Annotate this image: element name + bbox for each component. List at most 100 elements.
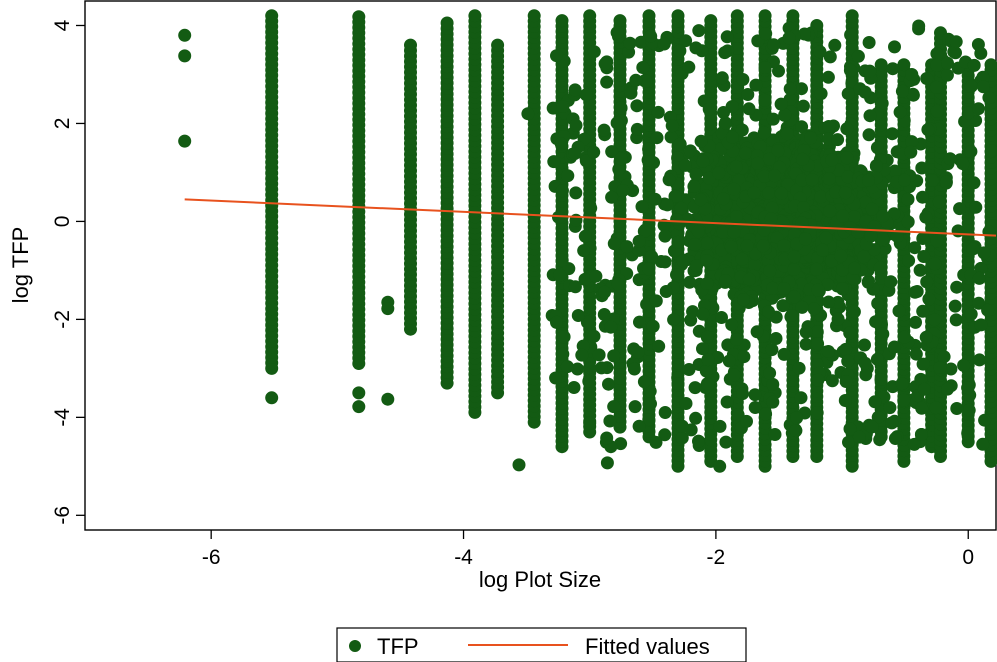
data-point	[838, 186, 852, 200]
data-point	[814, 87, 828, 101]
data-point	[816, 243, 829, 257]
data-point	[920, 275, 934, 289]
data-point	[740, 414, 753, 428]
data-point	[642, 413, 656, 426]
data-point	[578, 229, 592, 243]
data-point	[555, 253, 569, 267]
data-point	[587, 329, 601, 343]
data-point	[549, 371, 563, 385]
data-point	[468, 9, 482, 23]
data-point	[491, 38, 505, 52]
data-point	[805, 173, 819, 187]
data-point	[796, 99, 810, 113]
data-point	[568, 83, 582, 97]
data-point	[658, 406, 672, 419]
data-point	[668, 189, 682, 203]
data-point	[768, 428, 782, 441]
data-point	[929, 80, 943, 94]
data-point	[843, 422, 857, 436]
data-point	[814, 190, 828, 204]
data-point	[729, 160, 743, 174]
data-point	[763, 366, 777, 380]
data-point	[725, 318, 739, 332]
data-point	[682, 60, 696, 74]
data-point	[905, 68, 919, 81]
data-point	[928, 257, 942, 271]
data-point	[546, 101, 560, 115]
data-point	[660, 198, 674, 212]
data-point	[645, 249, 659, 263]
data-point	[978, 413, 992, 427]
data-point	[783, 82, 797, 96]
data-point	[821, 278, 835, 292]
data-point	[939, 175, 953, 189]
data-point	[874, 58, 888, 72]
data-point	[658, 229, 672, 243]
data-point	[839, 342, 853, 356]
data-point	[907, 437, 921, 451]
data-point	[757, 223, 771, 237]
data-point	[690, 259, 704, 273]
data-point	[863, 64, 877, 78]
data-point	[624, 86, 638, 100]
data-point	[736, 387, 749, 401]
data-point	[748, 388, 762, 402]
data-point	[592, 348, 606, 362]
data-point	[652, 339, 666, 353]
data-point	[951, 224, 965, 238]
data-point	[841, 170, 855, 184]
data-point	[671, 377, 685, 391]
data-point	[871, 296, 885, 310]
data-point	[628, 400, 642, 414]
data-point	[715, 311, 728, 324]
data-point	[870, 141, 884, 155]
data-point	[571, 309, 585, 322]
data-point	[550, 49, 563, 63]
data-point	[630, 99, 644, 113]
data-point	[925, 174, 939, 187]
data-point	[887, 207, 901, 221]
data-point	[943, 152, 957, 166]
data-point	[863, 109, 877, 123]
data-point	[843, 63, 857, 77]
data-point	[762, 152, 776, 166]
data-point	[845, 9, 859, 23]
data-point	[612, 162, 626, 176]
data-point	[921, 123, 935, 137]
data-point	[969, 200, 983, 214]
data-point	[610, 116, 624, 130]
data-point	[825, 153, 839, 167]
data-point	[553, 268, 567, 282]
data-point	[862, 128, 876, 142]
data-point	[646, 319, 660, 333]
data-point	[858, 338, 871, 352]
data-point	[884, 275, 898, 289]
data-point	[972, 296, 986, 310]
data-point	[556, 347, 570, 361]
data-point	[956, 157, 970, 171]
data-point	[700, 330, 714, 344]
data-point	[658, 428, 672, 442]
data-point	[875, 96, 889, 110]
data-point	[799, 325, 813, 339]
data-point	[701, 378, 715, 391]
data-point	[557, 330, 571, 344]
data-point	[554, 137, 568, 151]
data-point	[961, 381, 975, 395]
data-point	[840, 122, 854, 136]
data-point	[688, 381, 702, 395]
data-point	[758, 61, 772, 74]
data-point	[822, 172, 836, 186]
data-point	[637, 224, 651, 238]
data-point	[941, 382, 954, 396]
data-point	[607, 237, 621, 251]
data-point	[567, 381, 581, 394]
data-point	[623, 36, 637, 50]
data-point	[876, 327, 890, 341]
data-point	[568, 147, 582, 161]
data-point	[730, 9, 744, 23]
data-point	[794, 391, 808, 405]
data-point	[766, 112, 780, 126]
data-point	[944, 362, 958, 376]
data-point	[689, 411, 703, 425]
